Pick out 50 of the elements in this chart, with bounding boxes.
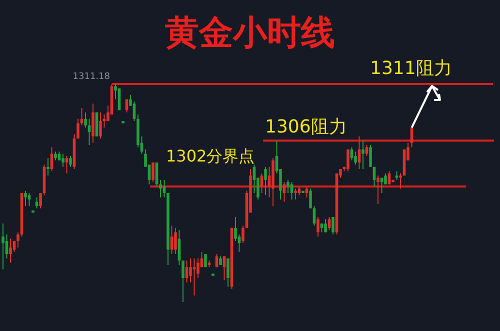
candlestick [234, 216, 237, 242]
candlestick [92, 103, 94, 144]
candlestick [316, 216, 320, 238]
candlestick [39, 192, 42, 209]
candlestick [9, 238, 12, 264]
candlestick [286, 179, 290, 194]
candlestick [185, 260, 188, 283]
candlestick [144, 148, 147, 168]
candlestick [264, 166, 267, 196]
candlestick [65, 155, 68, 174]
candlestick [62, 153, 64, 168]
candlestick [35, 196, 38, 209]
candlestick [99, 112, 102, 139]
candlestick [148, 164, 151, 185]
candlestick [84, 112, 87, 128]
candlestick [114, 84, 117, 100]
candlestick [192, 258, 196, 296]
candlestick [132, 100, 136, 122]
candlestick [324, 218, 327, 233]
candlestick [69, 155, 72, 168]
candlestick [388, 170, 391, 185]
candlestick [24, 190, 27, 207]
candlestick [362, 140, 364, 170]
candlestick [268, 166, 271, 198]
candlestick [129, 94, 132, 106]
candlestick [159, 179, 162, 198]
candlestick [189, 258, 192, 283]
candlestick [332, 216, 334, 235]
candlestick [152, 162, 154, 183]
candlestick [242, 225, 244, 244]
candlestick [376, 175, 380, 204]
candlestick [354, 151, 357, 166]
candlestick [2, 223, 4, 270]
candlestick [305, 186, 308, 198]
candlestick [399, 172, 402, 190]
title: 黄金小时线 [165, 13, 335, 53]
candlestick [46, 158, 50, 176]
candlestick [215, 254, 218, 268]
candlestick [380, 177, 384, 194]
candlestick [406, 142, 410, 161]
candlestick [174, 227, 177, 255]
candlestick [16, 232, 20, 248]
candlestick [222, 256, 226, 281]
candlestick [226, 258, 230, 288]
candlestick [365, 144, 368, 156]
candlestick [328, 216, 331, 231]
candlestick [28, 192, 31, 207]
candlestick [260, 172, 264, 194]
annotation: 1311.18 [72, 72, 110, 82]
candlestick [294, 188, 297, 200]
